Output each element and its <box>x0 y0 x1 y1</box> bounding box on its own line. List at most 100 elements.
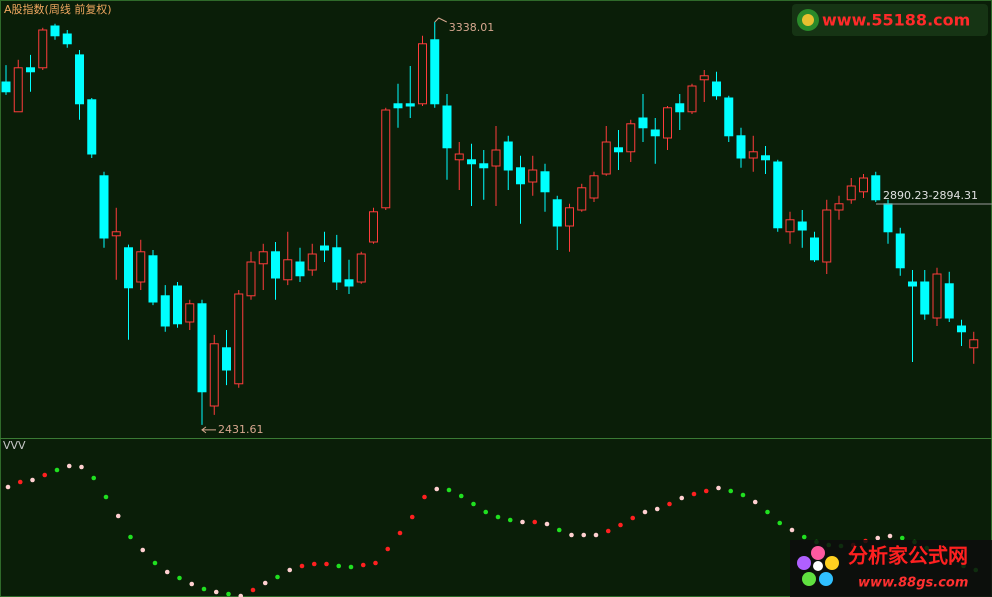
logo <box>802 572 816 586</box>
candle-body <box>209 343 219 407</box>
indicator-dot <box>373 560 378 566</box>
candle-body <box>344 279 354 287</box>
candle-body <box>908 281 917 287</box>
candle-body <box>516 167 525 185</box>
indicator-dot <box>115 513 121 519</box>
indicator-dot <box>679 495 685 501</box>
indicator-dot <box>667 501 672 507</box>
candle-body <box>148 255 158 303</box>
indicator-dot <box>581 532 587 538</box>
candle-body <box>822 209 832 263</box>
indicator-dot <box>716 485 721 491</box>
indicator-dot <box>250 587 256 593</box>
candle-body <box>846 185 856 201</box>
indicator-dot <box>189 581 195 587</box>
candle-body <box>271 251 280 279</box>
chart-title: A股指数(周线 前复权) <box>4 2 112 16</box>
indicator-dot <box>348 564 354 570</box>
indicator-dot <box>544 521 550 527</box>
candle-body <box>736 135 746 159</box>
watermark-text: www.88gs.com <box>858 576 968 591</box>
indicator-dot <box>213 589 219 595</box>
indicator-dot <box>899 535 905 541</box>
candle-body <box>13 67 23 113</box>
candle-body <box>810 237 819 261</box>
indicator-dot <box>789 527 795 533</box>
indicator-dot <box>238 593 244 597</box>
candle-body <box>675 103 685 113</box>
annotation-arrow <box>434 17 447 23</box>
indicator-dot <box>887 533 893 539</box>
indicator-dot <box>605 528 611 534</box>
candle-body <box>320 245 329 251</box>
watermark-box <box>792 4 988 36</box>
candle-body <box>650 129 660 137</box>
candle-body <box>1 81 11 93</box>
candle-body <box>920 281 930 315</box>
candle-body <box>38 29 48 69</box>
candle-body <box>601 141 611 175</box>
logo <box>825 556 839 570</box>
candle-body <box>528 169 538 183</box>
indicator-dot <box>140 547 146 553</box>
candle-body <box>124 247 133 289</box>
candle-body <box>761 155 770 161</box>
candle-body <box>614 147 623 153</box>
indicator-dot <box>422 494 427 500</box>
indicator-dot <box>385 546 391 552</box>
candle-body <box>785 219 795 233</box>
indicator-dot <box>360 562 366 568</box>
candle-body <box>932 273 942 319</box>
indicator-dot <box>324 561 329 567</box>
indicator-dot <box>532 519 538 525</box>
indicator-dot <box>875 535 881 541</box>
indicator-dot <box>262 580 268 586</box>
indicator-dot <box>299 563 305 569</box>
indicator-title: VVV <box>3 439 26 452</box>
indicator-dot <box>152 560 158 566</box>
candle-body <box>479 163 489 169</box>
candle-body <box>540 171 550 193</box>
candle-body <box>699 75 709 81</box>
candle-body <box>234 293 244 385</box>
annotation-arrow <box>201 426 216 434</box>
indicator-dot <box>336 563 342 569</box>
indicator-dot <box>275 574 280 580</box>
candle-body <box>369 211 378 243</box>
indicator-dot <box>483 509 489 515</box>
indicator-dot <box>777 520 783 526</box>
indicator-dot <box>740 492 746 498</box>
annotation: 2890.23-2894.31 <box>883 189 978 202</box>
indicator-dot <box>495 514 501 520</box>
candle-body <box>307 253 317 271</box>
candle-body <box>99 175 109 239</box>
watermarks: www.55188.com 分析家公式网 www.88gs.com <box>790 4 992 597</box>
annotation: 3338.01 <box>449 21 495 34</box>
candle-body <box>381 109 391 209</box>
indicator-dot <box>569 532 574 538</box>
indicator-dot <box>728 488 734 494</box>
candle-body <box>724 97 734 137</box>
indicator-dot <box>618 522 623 528</box>
logo <box>797 556 811 570</box>
candle-body <box>883 203 893 233</box>
candle-body <box>246 261 256 297</box>
candle-body <box>405 103 415 107</box>
indicator-dot <box>520 519 525 525</box>
indicator-dot <box>164 569 170 575</box>
candle-body <box>62 33 72 45</box>
candle-body <box>418 43 427 105</box>
candle-body <box>442 105 452 149</box>
logo <box>819 572 833 586</box>
candle-body <box>87 99 97 155</box>
indicator-dot <box>458 493 464 499</box>
indicator-dot <box>311 561 317 567</box>
logo <box>811 546 825 560</box>
candle-body <box>185 303 195 323</box>
indicator-dot <box>103 494 109 500</box>
candle-body <box>430 39 440 105</box>
candle-body <box>467 159 476 165</box>
indicator-dot <box>409 514 415 520</box>
candle-body <box>173 285 182 325</box>
